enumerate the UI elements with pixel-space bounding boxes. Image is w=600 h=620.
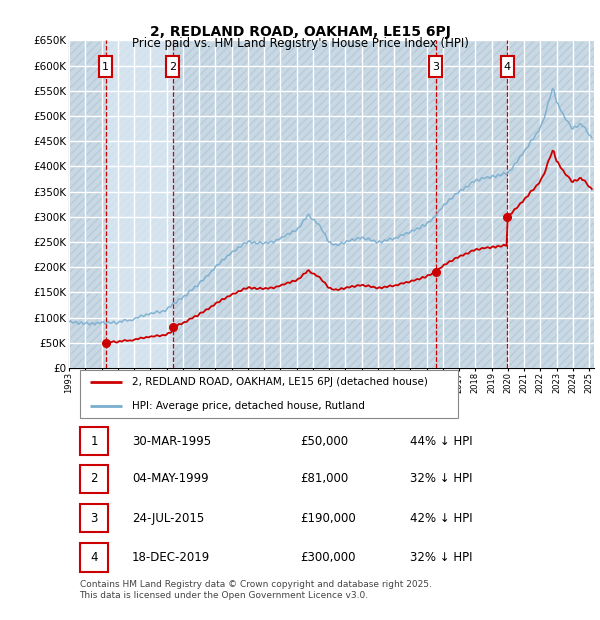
Text: 44% ↓ HPI: 44% ↓ HPI: [410, 435, 473, 448]
Text: HPI: Average price, detached house, Rutland: HPI: Average price, detached house, Rutl…: [132, 401, 365, 412]
Text: 1: 1: [90, 435, 98, 448]
Text: 2, REDLAND ROAD, OAKHAM, LE15 6PJ (detached house): 2, REDLAND ROAD, OAKHAM, LE15 6PJ (detac…: [132, 378, 428, 388]
FancyBboxPatch shape: [429, 56, 442, 77]
Text: 3: 3: [90, 512, 98, 525]
Text: 3: 3: [432, 61, 439, 71]
FancyBboxPatch shape: [166, 56, 179, 77]
Text: 04-MAY-1999: 04-MAY-1999: [132, 472, 209, 485]
Text: 4: 4: [90, 551, 98, 564]
Text: 2: 2: [90, 472, 98, 485]
Text: Contains HM Land Registry data © Crown copyright and database right 2025.
This d: Contains HM Land Registry data © Crown c…: [79, 580, 431, 600]
Text: 42% ↓ HPI: 42% ↓ HPI: [410, 512, 473, 525]
Text: Price paid vs. HM Land Registry's House Price Index (HPI): Price paid vs. HM Land Registry's House …: [131, 37, 469, 50]
Text: £81,000: £81,000: [300, 472, 348, 485]
Text: £300,000: £300,000: [300, 551, 355, 564]
Text: 30-MAR-1995: 30-MAR-1995: [132, 435, 211, 448]
FancyBboxPatch shape: [79, 464, 109, 493]
Text: 32% ↓ HPI: 32% ↓ HPI: [410, 472, 473, 485]
FancyBboxPatch shape: [79, 543, 109, 572]
Text: £50,000: £50,000: [300, 435, 348, 448]
Text: 1: 1: [102, 61, 109, 71]
Text: 4: 4: [504, 61, 511, 71]
FancyBboxPatch shape: [79, 504, 109, 533]
Text: £190,000: £190,000: [300, 512, 356, 525]
Text: 2, REDLAND ROAD, OAKHAM, LE15 6PJ: 2, REDLAND ROAD, OAKHAM, LE15 6PJ: [149, 25, 451, 39]
FancyBboxPatch shape: [79, 427, 109, 455]
Text: 32% ↓ HPI: 32% ↓ HPI: [410, 551, 473, 564]
Text: 2: 2: [169, 61, 176, 71]
FancyBboxPatch shape: [99, 56, 112, 77]
FancyBboxPatch shape: [79, 370, 458, 418]
Text: 18-DEC-2019: 18-DEC-2019: [132, 551, 210, 564]
FancyBboxPatch shape: [501, 56, 514, 77]
Bar: [106, 40, 173, 368]
Text: 24-JUL-2015: 24-JUL-2015: [132, 512, 204, 525]
